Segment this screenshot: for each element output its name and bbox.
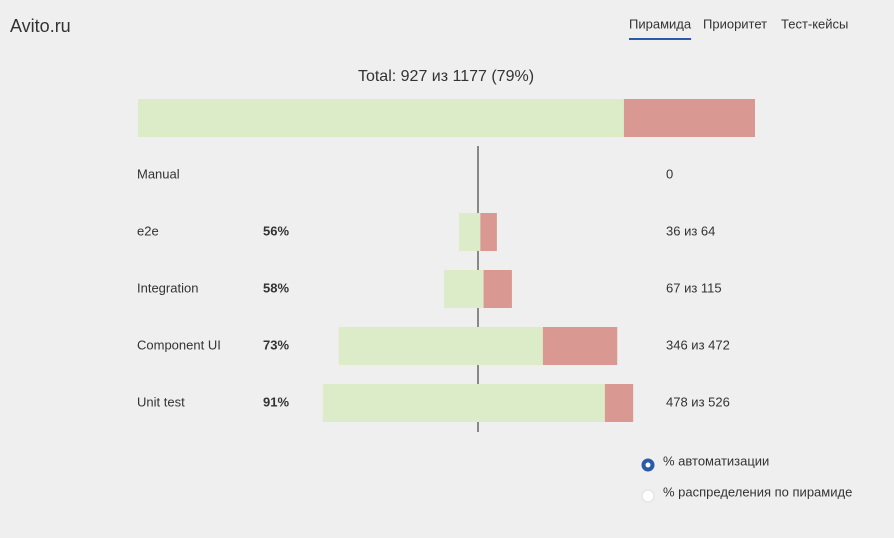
row-name: e2e [137,223,159,238]
row-count: 67 из 115 [666,280,722,295]
radio-label[interactable]: % автоматизации [663,453,769,468]
row-percent: 56% [263,223,289,238]
automated-bar [459,213,481,251]
row-count: 346 из 472 [666,337,730,352]
automated-bar [322,384,605,422]
row-count: 478 из 526 [666,394,730,409]
total-automated-bar [138,99,624,137]
row-percent: 91% [263,394,289,409]
row-count: 36 из 64 [666,223,715,238]
radio-dot [645,462,651,468]
row-percent: 73% [263,337,289,352]
total-manual-bar [623,99,755,137]
tab[interactable]: Пирамида [629,16,692,31]
manual-bar [483,270,512,308]
manual-bar [542,327,618,365]
radio[interactable] [641,489,655,503]
row-name: Unit test [137,394,185,409]
tab-underline [629,38,692,40]
brand: Avito.ru [10,16,71,36]
row-name: Manual [137,166,180,181]
row-name: Component UI [137,337,221,352]
total-label: Total: 927 из 1177 (79%) [358,68,534,85]
automated-bar [444,270,484,308]
manual-bar [480,213,497,251]
manual-bar [604,384,634,422]
row-name: Integration [137,280,198,295]
tab[interactable]: Тест-кейсы [781,16,848,31]
automated-bar [338,327,543,365]
row-percent: 58% [263,280,289,295]
row-count: 0 [666,166,673,181]
radio-label[interactable]: % распределения по пирамиде [663,484,852,499]
tab[interactable]: Приоритет [703,16,767,31]
